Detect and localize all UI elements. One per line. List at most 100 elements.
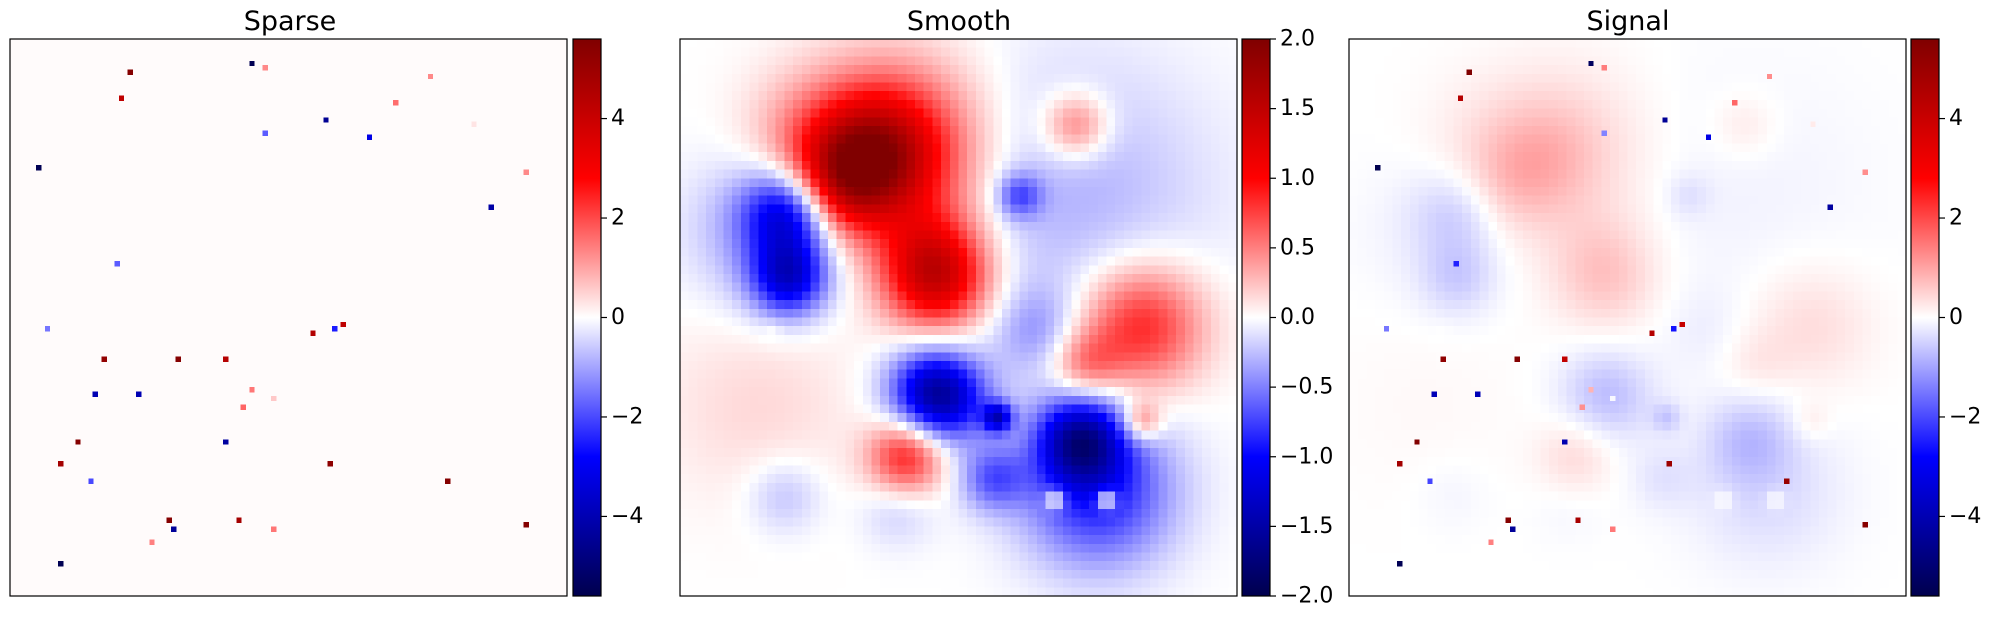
heatmap-cell <box>1132 108 1142 118</box>
heatmap-cell <box>827 317 838 327</box>
heatmap-cell <box>1097 39 1107 49</box>
heatmap-cell <box>706 404 716 414</box>
heatmap-cell <box>723 543 733 553</box>
heatmap-cell <box>914 552 925 562</box>
heatmap-cell <box>880 117 890 127</box>
heatmap-cell <box>758 543 768 553</box>
heatmap-cell <box>871 221 881 231</box>
heatmap-cell <box>932 291 942 301</box>
heatmap-cell <box>793 291 803 301</box>
heatmap-cell <box>1210 352 1220 362</box>
heatmap-cell <box>1592 91 1602 101</box>
heatmap-cell <box>1106 561 1116 571</box>
heatmap-cell <box>880 230 890 240</box>
heatmap-cell <box>932 160 942 170</box>
heatmap-cell <box>1749 39 1759 49</box>
heatmap-cell <box>740 543 750 553</box>
heatmap-cell <box>845 500 855 510</box>
heatmap-cell <box>1115 126 1125 136</box>
heatmap-cell <box>1383 47 1393 57</box>
heatmap-cell <box>1080 230 1090 240</box>
heatmap-cell <box>1097 317 1107 327</box>
heatmap-cell <box>706 56 716 66</box>
heatmap-cell <box>1219 47 1229 57</box>
heatmap-cell <box>1002 474 1012 484</box>
heatmap-cell <box>1888 47 1898 57</box>
heatmap-cell <box>749 334 759 344</box>
heatmap-cell <box>775 204 785 214</box>
heatmap-cell <box>923 395 933 405</box>
heatmap-cell <box>923 47 933 57</box>
heatmap-cell <box>1115 456 1125 466</box>
heatmap-cell <box>984 291 994 301</box>
heatmap-cell <box>1071 265 1081 275</box>
heatmap-cell <box>1853 56 1863 66</box>
heatmap-cell <box>932 230 942 240</box>
heatmap-cell <box>827 352 838 362</box>
heatmap-cell <box>967 134 977 144</box>
heatmap-cell <box>723 439 733 449</box>
heatmap-cell <box>810 117 820 127</box>
heatmap-cell <box>1688 56 1698 66</box>
heatmap-cell <box>1080 526 1090 536</box>
heatmap-cell <box>1202 256 1212 266</box>
heatmap-cell <box>1115 134 1125 144</box>
heatmap-cell <box>1705 56 1715 66</box>
heatmap-cell <box>1184 178 1194 188</box>
heatmap-cell <box>914 308 925 318</box>
heatmap-cell <box>1575 73 1585 83</box>
heatmap-cell <box>1219 517 1229 527</box>
heatmap-cell <box>1705 126 1715 136</box>
heatmap-cell <box>1610 134 1620 144</box>
heatmap-cell <box>854 178 864 188</box>
heatmap-cell <box>1184 82 1194 92</box>
heatmap-cell <box>1071 482 1081 492</box>
heatmap-cell <box>1583 47 1594 57</box>
heatmap-cell <box>758 465 768 475</box>
heatmap-cell <box>1019 291 1029 301</box>
heatmap-cell <box>984 265 994 275</box>
heatmap-cell <box>1176 117 1186 127</box>
heatmap-cell <box>1071 47 1081 57</box>
heatmap-cell <box>1871 39 1881 49</box>
heatmap-cell <box>1010 65 1020 75</box>
heatmap-cell <box>1158 465 1168 475</box>
heatmap-cell <box>941 465 951 475</box>
heatmap-cell <box>775 91 785 101</box>
heatmap-cell <box>1644 56 1654 66</box>
heatmap-cell <box>1054 39 1064 49</box>
heatmap-cell <box>914 430 925 440</box>
heatmap-cell <box>1202 543 1212 553</box>
heatmap-cell <box>1097 73 1107 83</box>
heatmap-cell <box>1080 213 1090 223</box>
heatmap-cell <box>1176 178 1186 188</box>
heatmap-cell <box>740 430 750 440</box>
heatmap-cell <box>1210 421 1220 431</box>
heatmap-cell <box>1583 117 1594 127</box>
heatmap-cell <box>1176 317 1186 327</box>
heatmap-cell <box>1010 247 1020 257</box>
heatmap-cell <box>897 265 907 275</box>
heatmap-cell <box>1089 378 1099 388</box>
heatmap-cell <box>1019 178 1029 188</box>
heatmap-cell <box>793 448 803 458</box>
heatmap-cell <box>749 152 759 162</box>
heatmap-cell <box>784 378 794 388</box>
heatmap-cell <box>1158 213 1168 223</box>
heatmap-cell <box>706 456 716 466</box>
heatmap-cell <box>975 369 985 379</box>
heatmap-cell <box>1705 39 1715 49</box>
heatmap-cell <box>1080 517 1090 527</box>
heatmap-cell <box>993 73 1003 83</box>
heatmap-cell <box>1158 421 1168 431</box>
heatmap-cell <box>740 491 750 501</box>
heatmap-cell <box>967 195 977 205</box>
heatmap-cell <box>1523 134 1533 144</box>
heatmap-cell <box>941 317 951 327</box>
heatmap-cell <box>680 186 690 197</box>
heatmap-cell <box>932 491 942 501</box>
heatmap-cell <box>932 474 942 484</box>
heatmap-cell <box>1818 47 1829 57</box>
heatmap-cell <box>958 587 968 596</box>
heatmap-cell <box>1115 491 1125 501</box>
